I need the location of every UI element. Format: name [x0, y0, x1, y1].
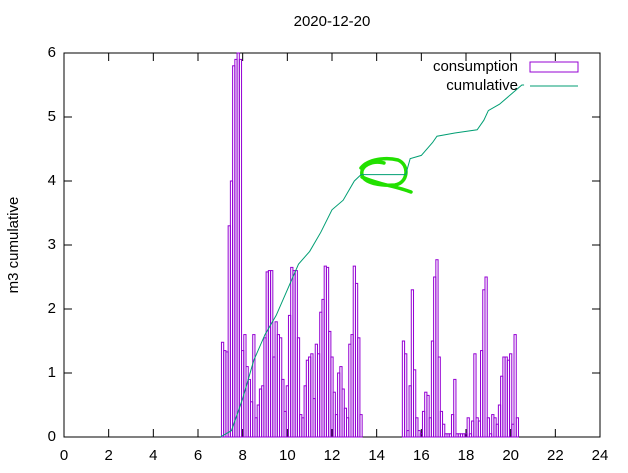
bar — [484, 276, 488, 438]
y-tick-label: 2 — [48, 300, 56, 317]
bar — [270, 270, 274, 438]
bar — [281, 378, 285, 438]
bar — [426, 394, 430, 438]
bar — [453, 378, 457, 438]
y-tick-label: 4 — [48, 172, 56, 189]
y-tick-label: 3 — [48, 236, 56, 253]
bar — [486, 417, 490, 438]
bar — [357, 337, 361, 438]
bar — [435, 259, 439, 438]
x-tick-label: 20 — [502, 447, 519, 464]
bar — [238, 58, 243, 438]
bar — [310, 353, 314, 438]
x-tick-label: 4 — [149, 447, 157, 464]
bar — [296, 337, 301, 438]
y-tick-label: 0 — [48, 428, 56, 445]
x-tick-label: 0 — [60, 447, 68, 464]
y-axis-label: m3 cumulative — [5, 197, 22, 294]
bar — [252, 334, 256, 438]
bar — [410, 289, 415, 438]
bar — [473, 353, 477, 438]
bar — [404, 353, 408, 438]
legend-label: consumption — [433, 58, 518, 75]
y-tick-label: 6 — [48, 44, 56, 61]
x-tick-label: 16 — [413, 447, 430, 464]
y-tick-label: 5 — [48, 108, 56, 125]
x-tick-label: 14 — [368, 447, 385, 464]
x-tick-label: 8 — [238, 447, 246, 464]
bar — [442, 423, 446, 438]
legend-swatch — [529, 61, 579, 73]
bar — [466, 417, 470, 438]
y-tick-label: 1 — [48, 364, 56, 381]
x-tick-label: 10 — [279, 447, 296, 464]
bar — [413, 369, 417, 438]
x-tick-label: 2 — [104, 447, 112, 464]
x-tick-label: 6 — [194, 447, 202, 464]
line — [220, 84, 525, 438]
x-tick-label: 12 — [324, 447, 341, 464]
bar — [515, 417, 519, 438]
x-tick-label: 18 — [458, 447, 475, 464]
scribble-annotation — [359, 156, 413, 194]
legend-label: cumulative — [446, 77, 518, 94]
bar — [509, 353, 513, 438]
x-tick-label: 22 — [547, 447, 564, 464]
bar — [437, 356, 441, 438]
chart-title: 2020-12-20 — [294, 13, 371, 30]
bar — [513, 334, 517, 438]
bar — [359, 414, 363, 438]
bar — [415, 417, 419, 438]
x-tick-label: 24 — [592, 447, 609, 464]
